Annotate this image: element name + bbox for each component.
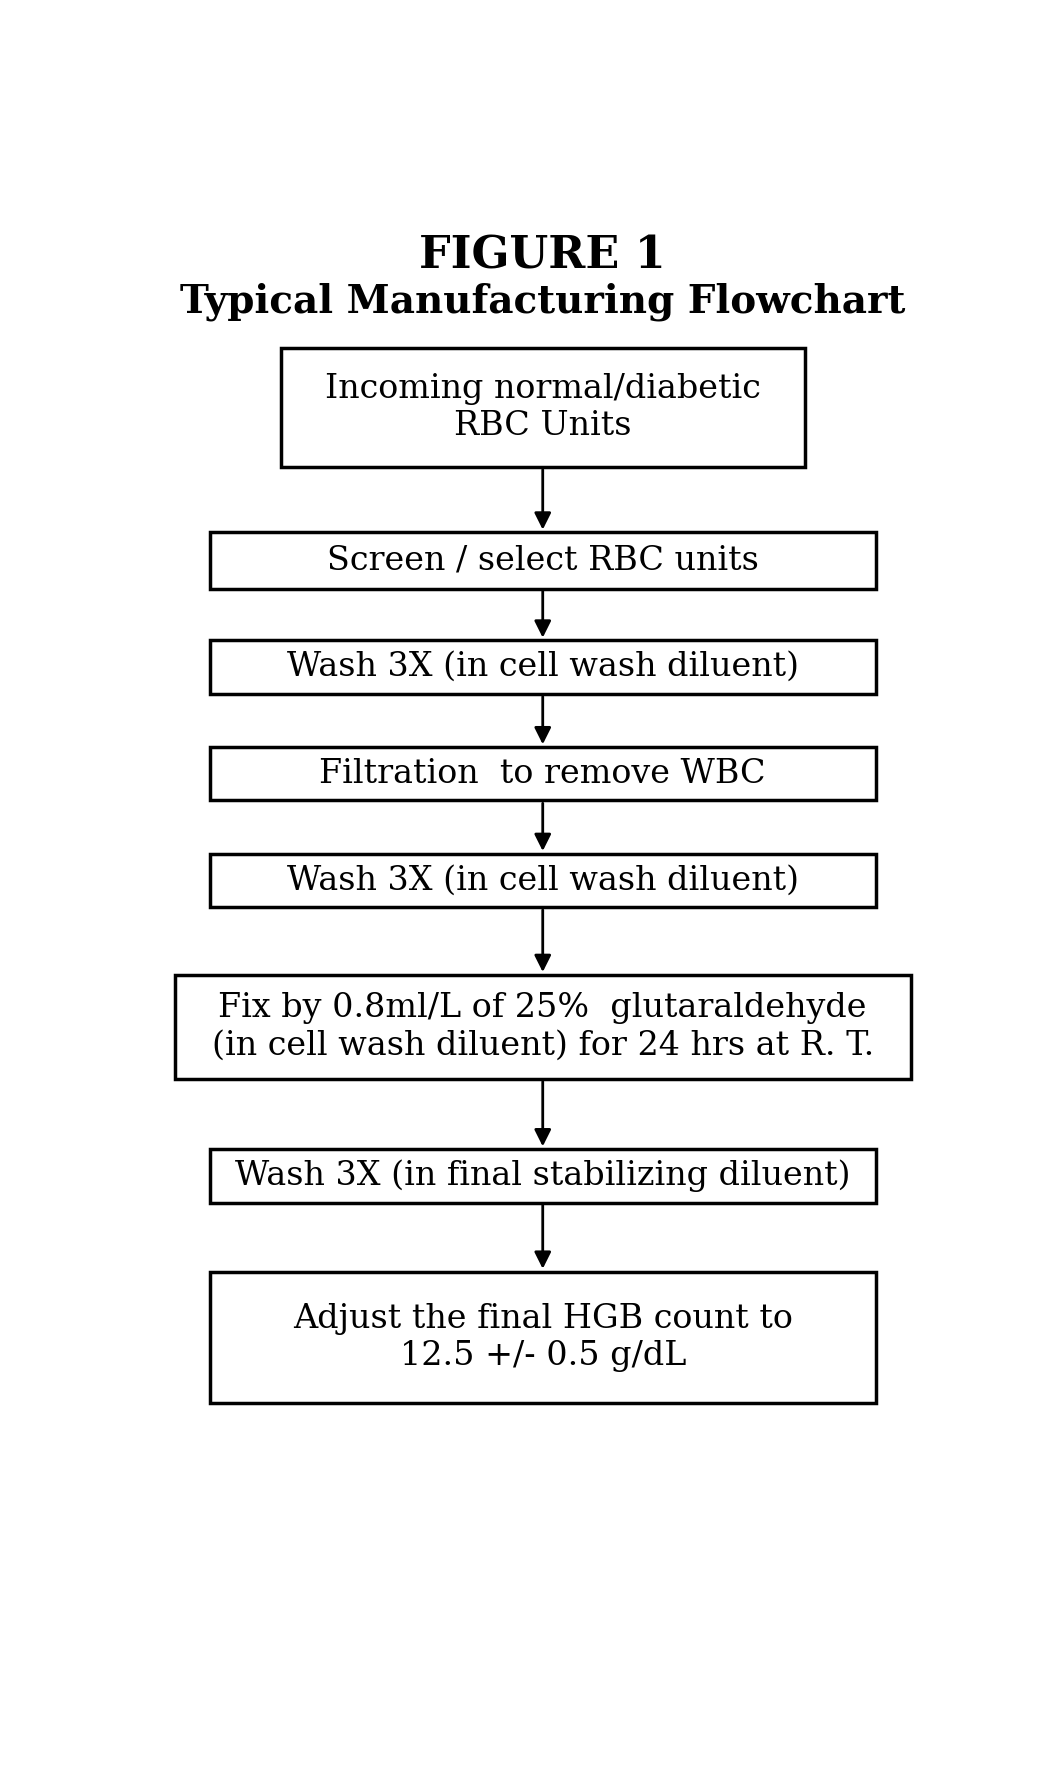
FancyBboxPatch shape <box>210 641 876 694</box>
FancyBboxPatch shape <box>281 348 805 467</box>
FancyBboxPatch shape <box>210 533 876 588</box>
FancyBboxPatch shape <box>175 975 911 1078</box>
Text: Screen / select RBC units: Screen / select RBC units <box>327 545 758 577</box>
Text: Adjust the final HGB count to
12.5 +/- 0.5 g/dL: Adjust the final HGB count to 12.5 +/- 0… <box>292 1304 793 1371</box>
Text: Wash 3X (in final stabilizing diluent): Wash 3X (in final stabilizing diluent) <box>235 1160 850 1192</box>
Text: FIGURE 1: FIGURE 1 <box>419 234 666 277</box>
Text: Filtration  to remove WBC: Filtration to remove WBC <box>320 758 766 790</box>
Text: Incoming normal/diabetic
RBC Units: Incoming normal/diabetic RBC Units <box>325 373 760 442</box>
Text: Wash 3X (in cell wash diluent): Wash 3X (in cell wash diluent) <box>287 865 798 897</box>
FancyBboxPatch shape <box>210 1149 876 1202</box>
Text: Typical Manufacturing Flowchart: Typical Manufacturing Flowchart <box>180 282 905 321</box>
FancyBboxPatch shape <box>210 854 876 908</box>
Text: Wash 3X (in cell wash diluent): Wash 3X (in cell wash diluent) <box>287 652 798 684</box>
FancyBboxPatch shape <box>210 1272 876 1403</box>
Text: Fix by 0.8ml/L of 25%  glutaraldehyde
(in cell wash diluent) for 24 hrs at R. T.: Fix by 0.8ml/L of 25% glutaraldehyde (in… <box>212 993 874 1062</box>
FancyBboxPatch shape <box>210 748 876 801</box>
